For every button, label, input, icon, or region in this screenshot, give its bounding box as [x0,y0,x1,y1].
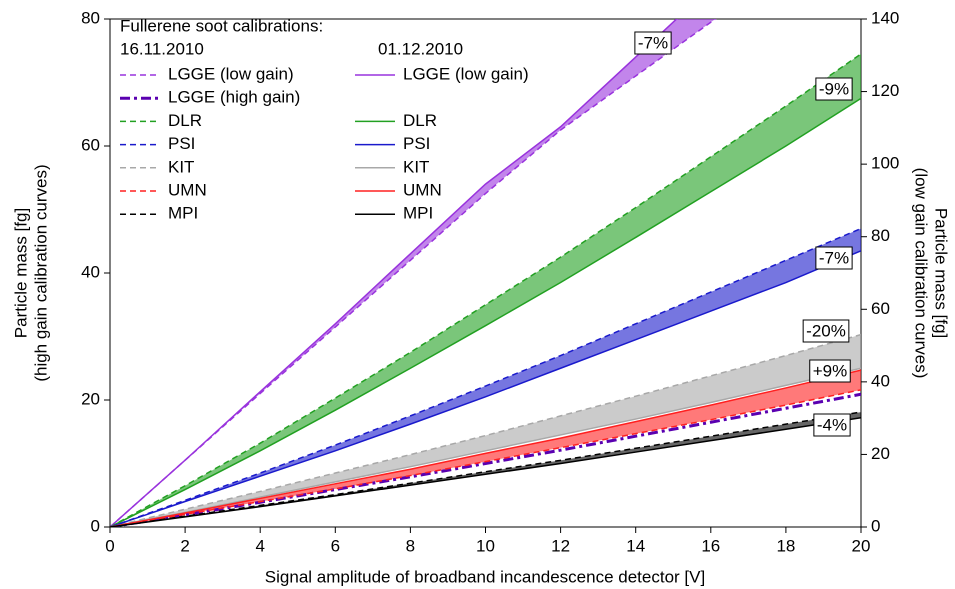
y2-tick-label: 40 [871,371,890,390]
legend-label: KIT [403,157,429,176]
x-axis-label: Signal amplitude of broadband incandesce… [265,567,705,586]
annotation: -7% [819,248,849,267]
x-tick-label: 10 [476,536,495,555]
annotation: +9% [813,361,848,380]
series-line [110,367,861,527]
series-line [110,411,861,527]
y2-tick-label: 80 [871,226,890,245]
series-line [110,389,861,527]
x-tick-label: 8 [406,536,415,555]
x-tick-label: 20 [852,536,871,555]
annotation-box [815,77,853,101]
x-tick-label: 0 [105,536,114,555]
legend-label: LGGE (high gain) [168,88,300,107]
x-tick-label: 16 [701,536,720,555]
legend-label: LGGE (low gain) [168,64,294,83]
y2-axis-label-line: (low gain calibration curves) [912,168,931,379]
x-tick-label: 18 [776,536,795,555]
y2-tick-label: 120 [871,81,899,100]
annotation: -9% [819,79,849,98]
series-line [110,417,861,527]
annotation: -4% [817,415,847,434]
legend-label: UMN [168,180,207,199]
annotation-box [809,359,851,383]
x-tick-label: 14 [626,536,645,555]
legend-column-header: 16.11.2010 [120,39,204,58]
series-line [110,97,861,527]
y2-tick-label: 0 [871,516,880,535]
annotation: -20% [806,321,846,340]
y-tick-label: 20 [81,389,100,408]
legend-label: LGGE (low gain) [403,64,529,83]
y-axis-label-line: (high gain calibration curves) [31,164,50,381]
legend-label: KIT [168,157,194,176]
legend-column-header: 01.12.2010 [378,39,463,58]
y-axis-label: Particle mass [fg] (high gain calibratio… [11,164,50,381]
series-line [110,250,861,527]
series-line [110,369,861,527]
y-tick-label: 80 [81,8,100,27]
series-line [110,333,861,527]
y2-tick-label: 100 [871,154,899,173]
annotation-box [802,319,850,343]
y2-tick-label: 20 [871,444,890,463]
legend-label: PSI [403,134,430,153]
annotation-box [815,246,853,270]
y2-tick-label: 140 [871,8,899,27]
annotation-box [634,31,672,55]
legend-label: PSI [168,134,195,153]
series-line [110,392,861,527]
series-line [110,19,717,527]
legend-label: DLR [403,111,437,130]
y2-axis-label-line: Particle mass [fg] [932,208,951,338]
y2-axis-label: Particle mass [fg] (low gain calibration… [912,168,951,379]
series-line [110,19,678,527]
x-tick-label: 6 [331,536,340,555]
y-tick-label: 40 [81,262,100,281]
y2-tick-label: 60 [871,299,890,318]
series-line [110,227,861,527]
y-axis-label-line: Particle mass [fg] [11,208,30,338]
legend-label: DLR [168,111,202,130]
series-line [110,53,861,527]
y-tick-label: 60 [81,135,100,154]
legend-title: Fullerene soot calibrations: [120,16,323,35]
plot-area [110,19,861,527]
annotation-box [813,413,851,437]
legend-label: MPI [403,204,433,223]
legend-label: UMN [403,180,442,199]
legend-label: MPI [168,204,198,223]
x-tick-label: 12 [551,536,570,555]
annotation: -7% [638,33,668,52]
x-tick-label: 2 [180,536,189,555]
x-tick-label: 4 [255,536,264,555]
y-tick-label: 0 [91,516,100,535]
